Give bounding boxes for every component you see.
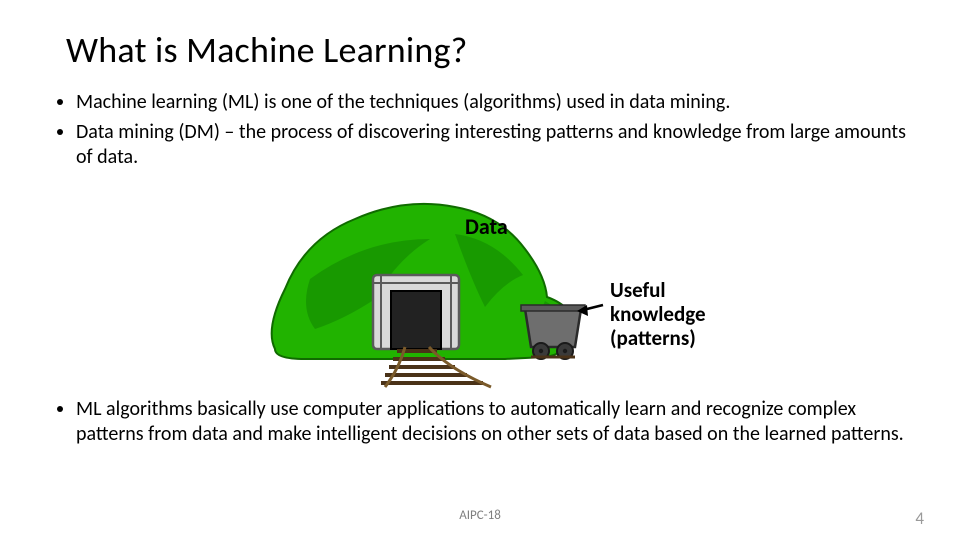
footer-center-text: AIPC-18 [459,508,501,523]
bullet-item: ML algorithms basically use computer app… [76,397,908,448]
data-mining-illustration: Data Useful knowledge (patterns) [245,179,715,391]
top-bullet-list: Machine learning (ML) is one of the tech… [76,90,908,171]
slide-title: What is Machine Learning? [66,28,908,72]
bullet-item: Machine learning (ML) is one of the tech… [76,90,908,116]
bottom-bullet-list: ML algorithms basically use computer app… [76,397,908,448]
slide: What is Machine Learning? Machine learni… [0,0,960,540]
mine-portal [391,291,441,349]
slide-footer: AIPC-18 4 [0,508,960,530]
label-knowledge: knowledge [610,301,706,327]
label-useful: Useful [610,277,666,303]
label-data: Data [465,213,508,240]
slide-number: 4 [915,508,924,529]
illustration-container: Data Useful knowledge (patterns) [52,179,908,391]
bullet-item: Data mining (DM) – the process of discov… [76,120,908,171]
label-patterns: (patterns) [610,325,696,351]
